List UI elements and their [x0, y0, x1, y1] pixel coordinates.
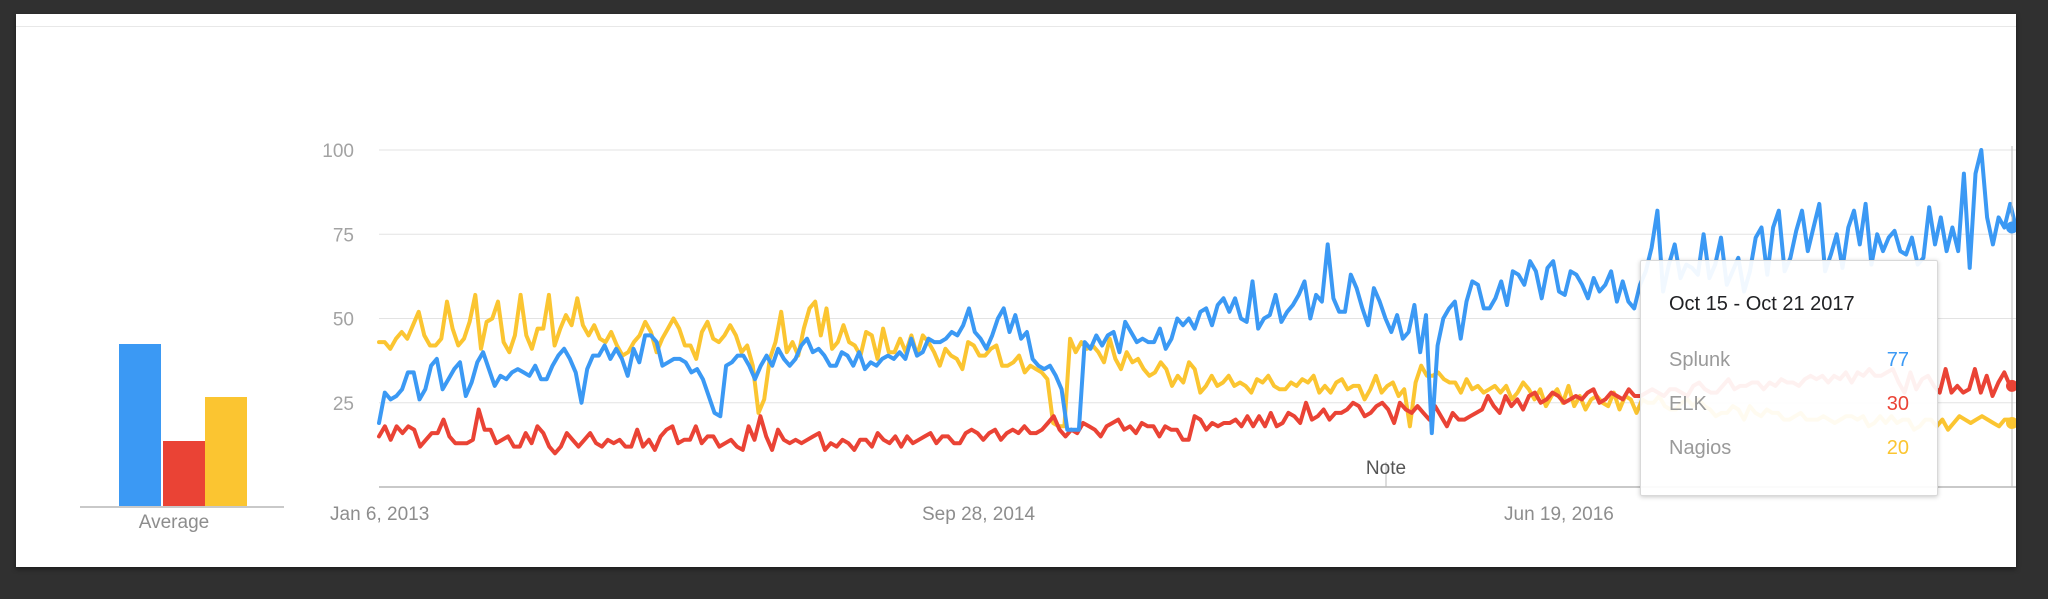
- tooltip-series-name: ELK: [1669, 393, 1707, 415]
- tooltip-series-value: 30: [1886, 393, 1909, 415]
- average-bar-nagios[interactable]: [205, 397, 247, 507]
- average-label: Average: [138, 512, 210, 533]
- average-bar-splunk[interactable]: [119, 344, 161, 507]
- x-tick-label: Sep 28, 2014: [922, 504, 1035, 525]
- average-bar-chart: Average: [64, 304, 284, 534]
- trends-card: Average 25 50 75 100 Jan 6, 2013 Sep 28, 2014…: [16, 14, 2016, 567]
- card-divider: [16, 26, 2016, 27]
- hover-dot-splunk: [2006, 221, 2016, 234]
- y-tick-label: 25: [333, 394, 354, 415]
- tooltip-series-value: 77: [1886, 349, 1909, 371]
- hover-dot-elk: [2006, 379, 2016, 392]
- average-bar-elk[interactable]: [163, 440, 205, 507]
- average-axis-line: [80, 506, 284, 508]
- annotation-note: Note: [1366, 458, 1406, 479]
- y-tick-label: 75: [333, 225, 354, 246]
- tooltip-series-name: Splunk: [1669, 349, 1731, 371]
- tooltip-row-nagios: Nagios 20: [1669, 437, 1909, 463]
- hover-dot-nagios: [2006, 416, 2016, 429]
- tooltip-row-splunk: Splunk 77: [1669, 349, 1909, 375]
- tooltip-series-value: 20: [1886, 437, 1909, 459]
- x-tick-label: Jan 6, 2013: [330, 504, 429, 525]
- tooltip-date: Oct 15 - Oct 21 2017: [1669, 293, 1855, 315]
- x-tick-label: Jun 19, 2016: [1504, 504, 1614, 525]
- tooltip-series-name: Nagios: [1669, 437, 1732, 459]
- hover-tooltip: Oct 15 - Oct 21 2017 Splunk 77 ELK 30 Na…: [1640, 260, 1938, 496]
- y-tick-label: 100: [322, 141, 354, 162]
- y-tick-label: 50: [333, 310, 354, 331]
- tooltip-row-elk: ELK 30: [1669, 393, 1909, 419]
